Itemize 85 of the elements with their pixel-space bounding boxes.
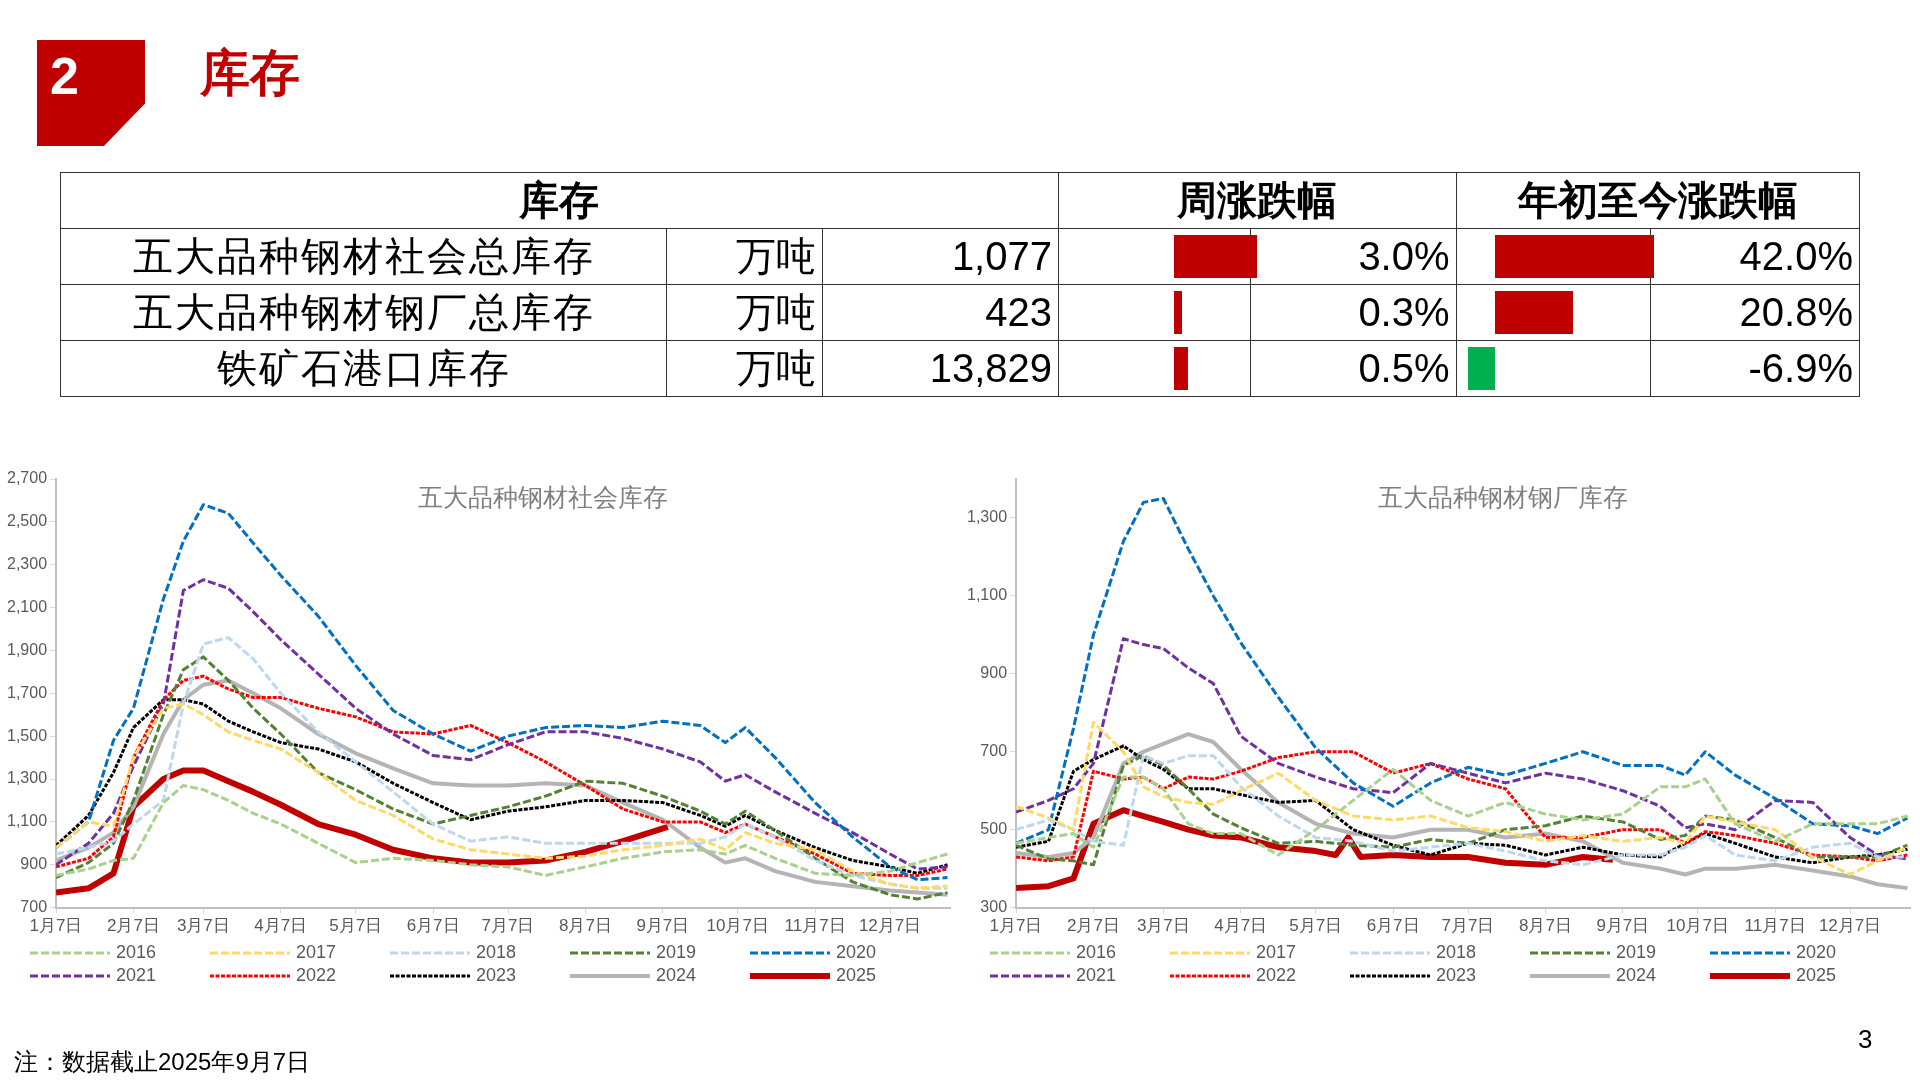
legend-label: 2024 (1616, 965, 1657, 986)
data-label: 42.0% (1650, 228, 1860, 285)
x-tick-label: 6月7日 (1366, 916, 1420, 936)
legend-label: 2019 (1616, 942, 1657, 963)
data-label: 13,829 (822, 340, 1059, 397)
x-tick-label: 10月7日 (706, 916, 769, 936)
y-tick-label: 900 (20, 855, 48, 873)
text: 2 (50, 46, 79, 106)
category-label: 五大品种钢材社会总库存 (60, 228, 667, 285)
text: 年初至今涨跌幅 (1456, 172, 1860, 229)
x-tick-label: 6月7日 (406, 916, 460, 936)
legend-label: 2020 (1796, 942, 1837, 963)
data-label: -6.9% (1650, 340, 1860, 397)
y-tick-label: 1,300 (6, 769, 48, 787)
y-tick-label: 1,500 (6, 726, 48, 744)
y-tick-label: 700 (980, 742, 1008, 760)
legend-label: 2021 (116, 965, 157, 986)
x-tick-label: 8月7日 (558, 916, 612, 936)
chart-title: 五大品种钢材钢厂库存 (1378, 483, 1629, 512)
legend-label: 2019 (656, 942, 697, 963)
text: 3 (1858, 1024, 1873, 1055)
legend-label: 2021 (1076, 965, 1117, 986)
data-label: 423 (822, 284, 1059, 341)
x-tick-label: 9月7日 (636, 916, 690, 936)
legend-label: 2022 (296, 965, 337, 986)
legend-label: 2023 (1436, 965, 1477, 986)
data-label: 1,077 (822, 228, 1059, 285)
x-tick-label: 3月7日 (1136, 916, 1190, 936)
y-tick-label: 2,700 (6, 469, 48, 487)
legend-label: 2017 (296, 942, 337, 963)
legend-label: 2016 (1076, 942, 1117, 963)
x-tick-label: 4月7日 (1214, 916, 1268, 936)
legend-label: 2023 (476, 965, 517, 986)
category-label: 五大品种钢材钢厂总库存 (60, 284, 667, 341)
x-tick-label: 9月7日 (1596, 916, 1650, 936)
x-tick-label: 11月7日 (784, 916, 846, 936)
y-tick-label: 1,900 (6, 640, 48, 658)
legend-label: 2016 (116, 942, 157, 963)
y-tick-label: 1,100 (966, 586, 1008, 604)
y-tick-label: 700 (20, 898, 48, 916)
data-label: 0.3% (1250, 284, 1457, 341)
text: 库存 (60, 172, 1059, 229)
x-tick-label: 12月7日 (1818, 916, 1882, 936)
x-tick-label: 4月7日 (254, 916, 308, 936)
legend-label: 2025 (1796, 965, 1837, 986)
text: 周涨跌幅 (1058, 172, 1457, 229)
x-tick-label: 2月7日 (106, 916, 160, 936)
x-tick-label: 5月7日 (329, 916, 383, 936)
x-tick-label: 10月7日 (1666, 916, 1729, 936)
text: 万吨 (736, 290, 817, 334)
x-tick-label: 3月7日 (176, 916, 230, 936)
y-tick-label: 1,700 (6, 683, 48, 701)
data-label: 0.5% (1250, 340, 1457, 397)
x-tick-label: 1月7日 (989, 916, 1043, 936)
x-tick-label: 7月7日 (481, 916, 535, 936)
y-tick-label: 2,100 (6, 597, 48, 615)
legend-label: 2018 (476, 942, 517, 963)
data-label: 20.8% (1650, 284, 1860, 341)
x-tick-label: 11月7日 (1744, 916, 1806, 936)
text: 万吨 (736, 346, 817, 390)
text: 万吨 (666, 228, 823, 285)
y-tick-label: 1,100 (6, 812, 48, 830)
x-tick-label: 12月7日 (858, 916, 922, 936)
text: 库存 (200, 44, 300, 103)
chart-title: 五大品种钢材社会库存 (418, 483, 669, 512)
x-tick-label: 8月7日 (1518, 916, 1572, 936)
legend-label: 2018 (1436, 942, 1477, 963)
y-tick-label: 300 (980, 898, 1008, 916)
legend-label: 2022 (1256, 965, 1297, 986)
data-label: 3.0% (1250, 228, 1457, 285)
legend-label: 2025 (836, 965, 877, 986)
x-tick-label: 5月7日 (1289, 916, 1343, 936)
y-tick-label: 2,300 (6, 555, 48, 573)
text: 注：数据截止2025年9月7日 (14, 1047, 311, 1077)
y-tick-label: 900 (980, 664, 1008, 682)
legend-label: 2024 (656, 965, 697, 986)
legend-label: 2020 (836, 942, 877, 963)
legend-label: 2017 (1256, 942, 1297, 963)
category-label: 铁矿石港口库存 (60, 340, 667, 397)
x-tick-label: 7月7日 (1441, 916, 1495, 936)
y-tick-label: 2,500 (6, 512, 48, 530)
x-tick-label: 2月7日 (1066, 916, 1120, 936)
y-tick-label: 500 (980, 820, 1008, 838)
x-tick-label: 1月7日 (29, 916, 83, 936)
y-tick-label: 1,300 (966, 508, 1008, 526)
